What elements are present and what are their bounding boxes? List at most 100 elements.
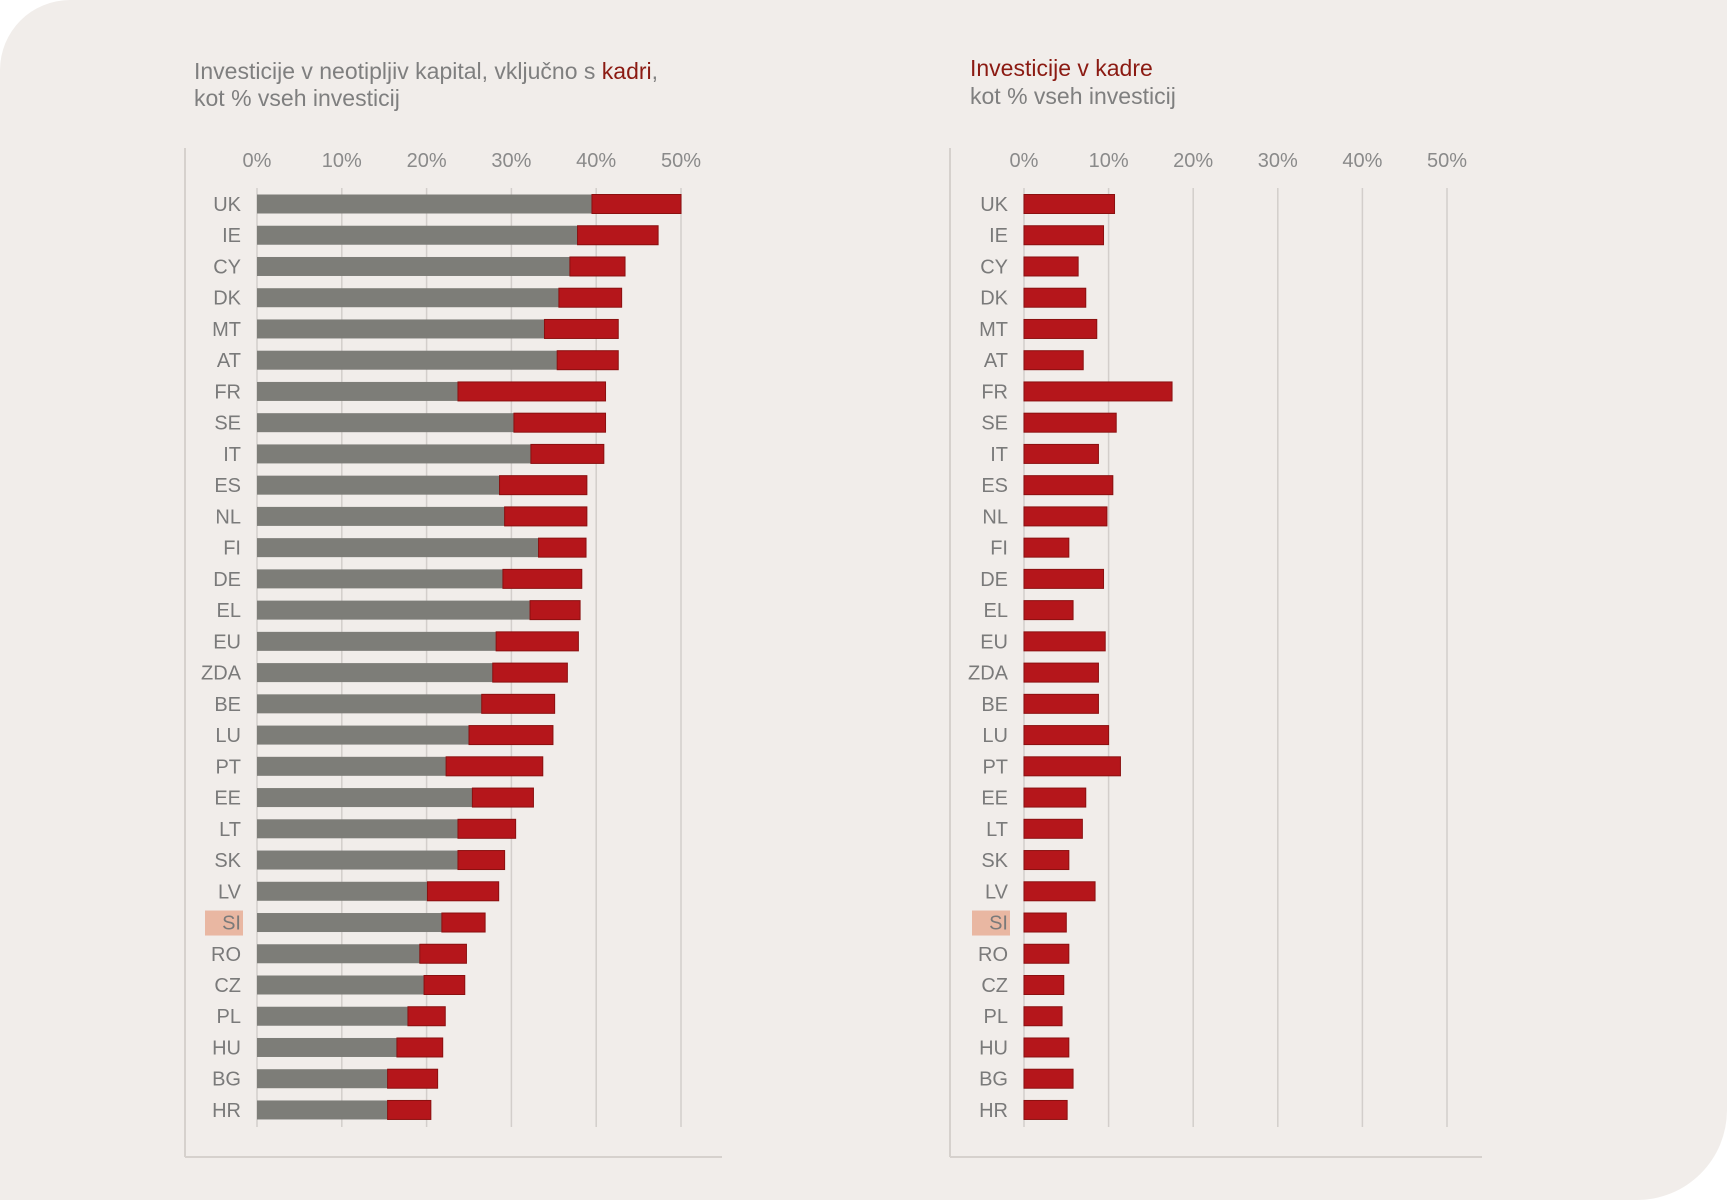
bar-other-intangible (257, 288, 559, 308)
bar-staff (1023, 412, 1117, 433)
bar-other-intangible (257, 756, 447, 776)
right-category-label: PT (982, 756, 1008, 778)
bar-staff (1023, 1006, 1063, 1027)
left-category-label: LV (218, 881, 242, 903)
bar-staff (1023, 568, 1105, 589)
right-category-label: UK (980, 194, 1008, 216)
right-tick-label: 10% (1089, 150, 1129, 172)
left-category-label: EE (214, 788, 241, 810)
bar-staff (569, 256, 626, 277)
bar-staff (1023, 912, 1067, 933)
bar-other-intangible (257, 663, 493, 683)
left-category-label: SK (214, 850, 241, 872)
left-category-label: IT (223, 444, 241, 466)
right-category-label: MT (979, 319, 1008, 341)
left-category-label: UK (213, 194, 241, 216)
right-category-label: BG (979, 1069, 1008, 1091)
bar-other-intangible (257, 538, 539, 558)
right-category-label: SI (989, 913, 1008, 935)
left-tick-label: 30% (491, 150, 531, 172)
right-tick-label: 40% (1342, 150, 1382, 172)
bar-staff (1023, 256, 1079, 277)
bar-other-intangible (257, 1069, 388, 1089)
bar-staff (387, 1068, 439, 1089)
left-category-label: ES (214, 475, 241, 497)
right-category-label: PL (984, 1006, 1008, 1028)
bar-other-intangible (257, 881, 428, 901)
bar-staff (1023, 1037, 1070, 1058)
bar-staff (502, 568, 583, 589)
left-chart-title: Investicije v neotipljiv kapital, vključ… (194, 58, 658, 85)
bar-staff (556, 350, 619, 371)
right-category-label: DE (980, 569, 1008, 591)
bar-staff (1023, 225, 1105, 246)
bar-staff (1023, 287, 1087, 308)
bar-staff (1023, 787, 1087, 808)
left-category-label: HU (212, 1037, 241, 1059)
bar-other-intangible (257, 475, 500, 495)
bar-other-intangible (257, 1100, 388, 1120)
bar-staff (481, 693, 556, 714)
left-tick-label: 10% (322, 150, 362, 172)
right-tick-label: 50% (1427, 150, 1467, 172)
left-category-label: NL (215, 506, 241, 528)
left-category-label: HR (212, 1100, 241, 1122)
left-category-label: LU (215, 725, 241, 747)
bar-staff (1023, 1099, 1068, 1120)
bar-other-intangible (257, 1006, 408, 1026)
bar-staff (471, 787, 534, 808)
bar-staff (513, 412, 607, 433)
left-category-label: SE (214, 413, 241, 435)
bar-other-intangible (257, 913, 442, 933)
right-chart-title: Investicije v kadre (970, 55, 1153, 81)
right-category-label: HU (979, 1037, 1008, 1059)
bar-other-intangible (257, 194, 592, 214)
bar-staff (1023, 350, 1084, 371)
bar-staff (1023, 1068, 1074, 1089)
left-tick-label: 50% (661, 150, 701, 172)
bar-staff (468, 725, 554, 746)
bar-other-intangible (257, 413, 514, 433)
left-title-comma: , (651, 58, 659, 84)
left-category-label: FI (223, 538, 241, 560)
left-title-text: Investicije v neotipljiv kapital, vključ… (194, 58, 602, 84)
bar-staff (1023, 475, 1114, 496)
left-tick-label: 20% (407, 150, 447, 172)
bar-staff (1023, 756, 1121, 777)
bar-staff (538, 537, 587, 558)
bar-staff (423, 975, 466, 995)
right-category-label: ZDA (968, 663, 1009, 685)
bar-other-intangible (257, 256, 570, 276)
left-category-label: RO (211, 944, 241, 966)
right-chart-subtitle: kot % vseh investicij (970, 83, 1176, 109)
bar-staff (457, 381, 607, 402)
right-category-label: EL (984, 600, 1008, 622)
bar-staff (1023, 506, 1108, 527)
left-category-label: PT (215, 756, 241, 778)
right-category-label: EU (980, 631, 1008, 653)
bar-staff (1023, 443, 1099, 464)
bar-staff (1023, 693, 1099, 714)
right-category-label: DK (980, 288, 1008, 310)
bar-staff (1023, 850, 1070, 871)
left-category-label: SI (222, 913, 241, 935)
right-category-label: LU (982, 725, 1008, 747)
bar-staff (426, 881, 500, 902)
left-highlight-box (205, 910, 243, 936)
bar-staff (504, 506, 588, 527)
left-category-label: LT (219, 819, 241, 841)
right-category-label: FR (981, 381, 1008, 403)
bar-other-intangible (257, 975, 425, 995)
bar-other-intangible (257, 850, 458, 870)
right-category-label: LT (986, 819, 1008, 841)
right-category-label: SE (981, 413, 1008, 435)
bar-staff (499, 475, 588, 496)
right-category-label: AT (984, 350, 1008, 372)
right-highlight-box (972, 910, 1010, 936)
left-tick-label: 40% (576, 150, 616, 172)
left-category-label: EU (213, 631, 241, 653)
bar-other-intangible (257, 381, 458, 401)
bar-staff (1023, 818, 1083, 839)
bar-staff (396, 1037, 444, 1058)
